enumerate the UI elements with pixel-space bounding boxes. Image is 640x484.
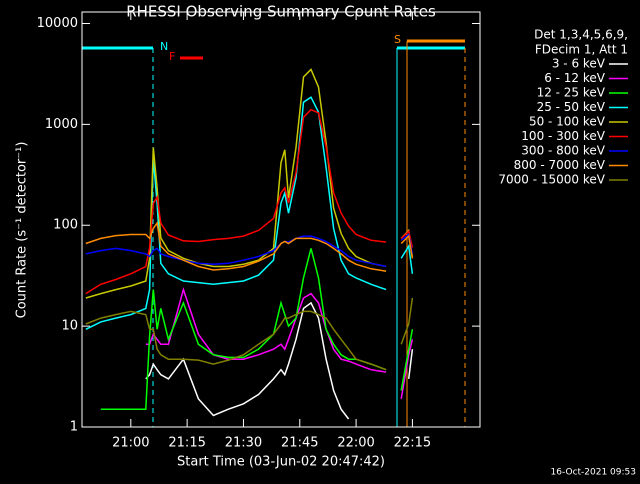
series-line <box>85 96 414 330</box>
legend-label: 6 - 12 keV <box>544 71 606 85</box>
legend-label: 100 - 300 keV <box>521 129 605 143</box>
x-tick-label: 21:15 <box>168 436 205 451</box>
legend-label: 7000 - 15000 keV <box>498 173 605 187</box>
legend-label: 300 - 800 keV <box>521 144 605 158</box>
series-line <box>85 108 414 295</box>
series-line <box>145 301 414 420</box>
x-tick-label: 21:45 <box>281 436 318 451</box>
legend-label: 800 - 7000 keV <box>514 158 606 172</box>
y-tick-label: 1 <box>70 420 78 435</box>
series-line <box>85 221 414 272</box>
y-tick-label: 10 <box>61 319 78 334</box>
series-line <box>85 297 414 371</box>
plot-frame <box>81 11 481 428</box>
legend-label: 12 - 25 keV <box>537 86 606 100</box>
series-line <box>85 233 414 268</box>
footer: 16-Oct-2021 09:53 <box>551 468 636 478</box>
y-tick-label: 1000 <box>45 117 78 132</box>
x-tick-label: 22:15 <box>394 436 431 451</box>
y-axis-label: Count Rate (s⁻¹ detector⁻¹) <box>15 142 30 319</box>
legend-title: Det 1,3,4,5,6,9, <box>534 28 628 42</box>
annotation: S <box>394 33 401 46</box>
legend-label: 3 - 6 keV <box>552 57 606 71</box>
y-tick-label: 100 <box>53 218 78 233</box>
legend-label: 25 - 50 keV <box>537 100 606 114</box>
x-tick-label: 22:00 <box>337 436 374 451</box>
y-tick-label: 10000 <box>37 16 78 31</box>
x-tick-label: 21:00 <box>112 436 149 451</box>
series-line <box>100 248 414 410</box>
annotation: N <box>160 40 168 53</box>
x-tick-label: 21:30 <box>225 436 262 451</box>
series-line <box>85 68 414 299</box>
series-line <box>145 287 414 400</box>
legend-title: FDecim 1, Att 1 <box>535 43 628 57</box>
annotation: F <box>169 50 175 63</box>
legend-label: 50 - 100 keV <box>529 115 606 129</box>
x-axis-label: Start Time (03-Jun-02 20:47:42) <box>177 455 385 470</box>
